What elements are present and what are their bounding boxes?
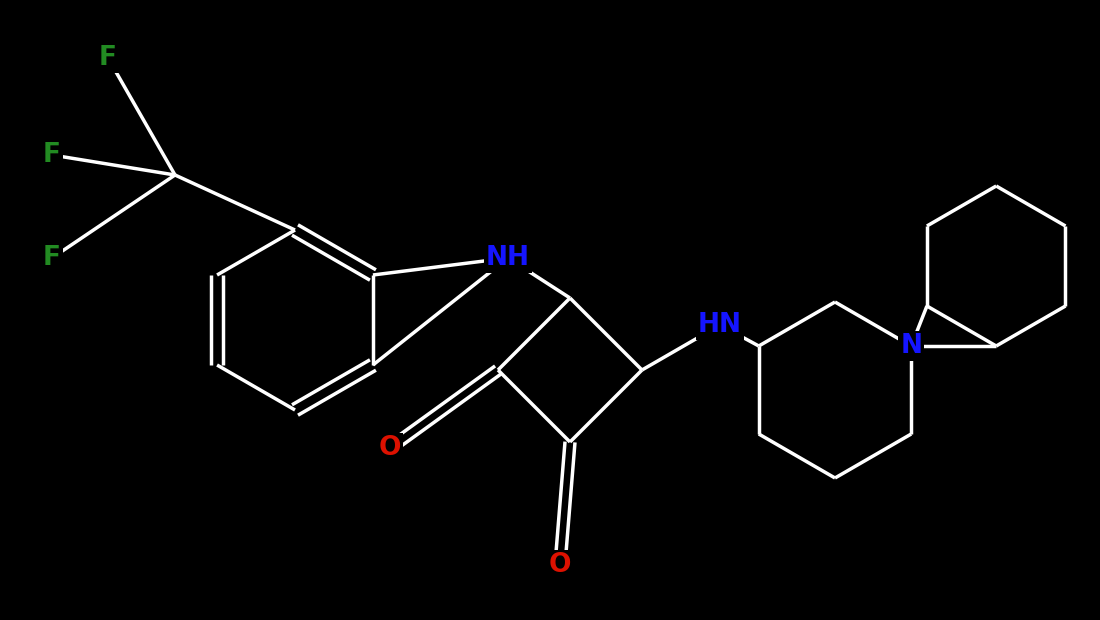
Text: N: N — [900, 333, 922, 359]
Text: F: F — [43, 142, 60, 168]
Text: O: O — [378, 435, 402, 461]
Text: O: O — [549, 552, 571, 578]
Text: NH: NH — [486, 245, 530, 271]
Text: F: F — [43, 245, 60, 271]
Text: F: F — [99, 45, 117, 71]
Text: HN: HN — [698, 312, 742, 338]
